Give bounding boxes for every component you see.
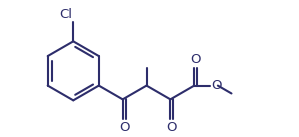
Text: Cl: Cl <box>59 8 72 21</box>
Text: O: O <box>190 53 201 66</box>
Text: O: O <box>167 121 177 134</box>
Text: O: O <box>211 79 222 92</box>
Text: O: O <box>119 121 129 134</box>
